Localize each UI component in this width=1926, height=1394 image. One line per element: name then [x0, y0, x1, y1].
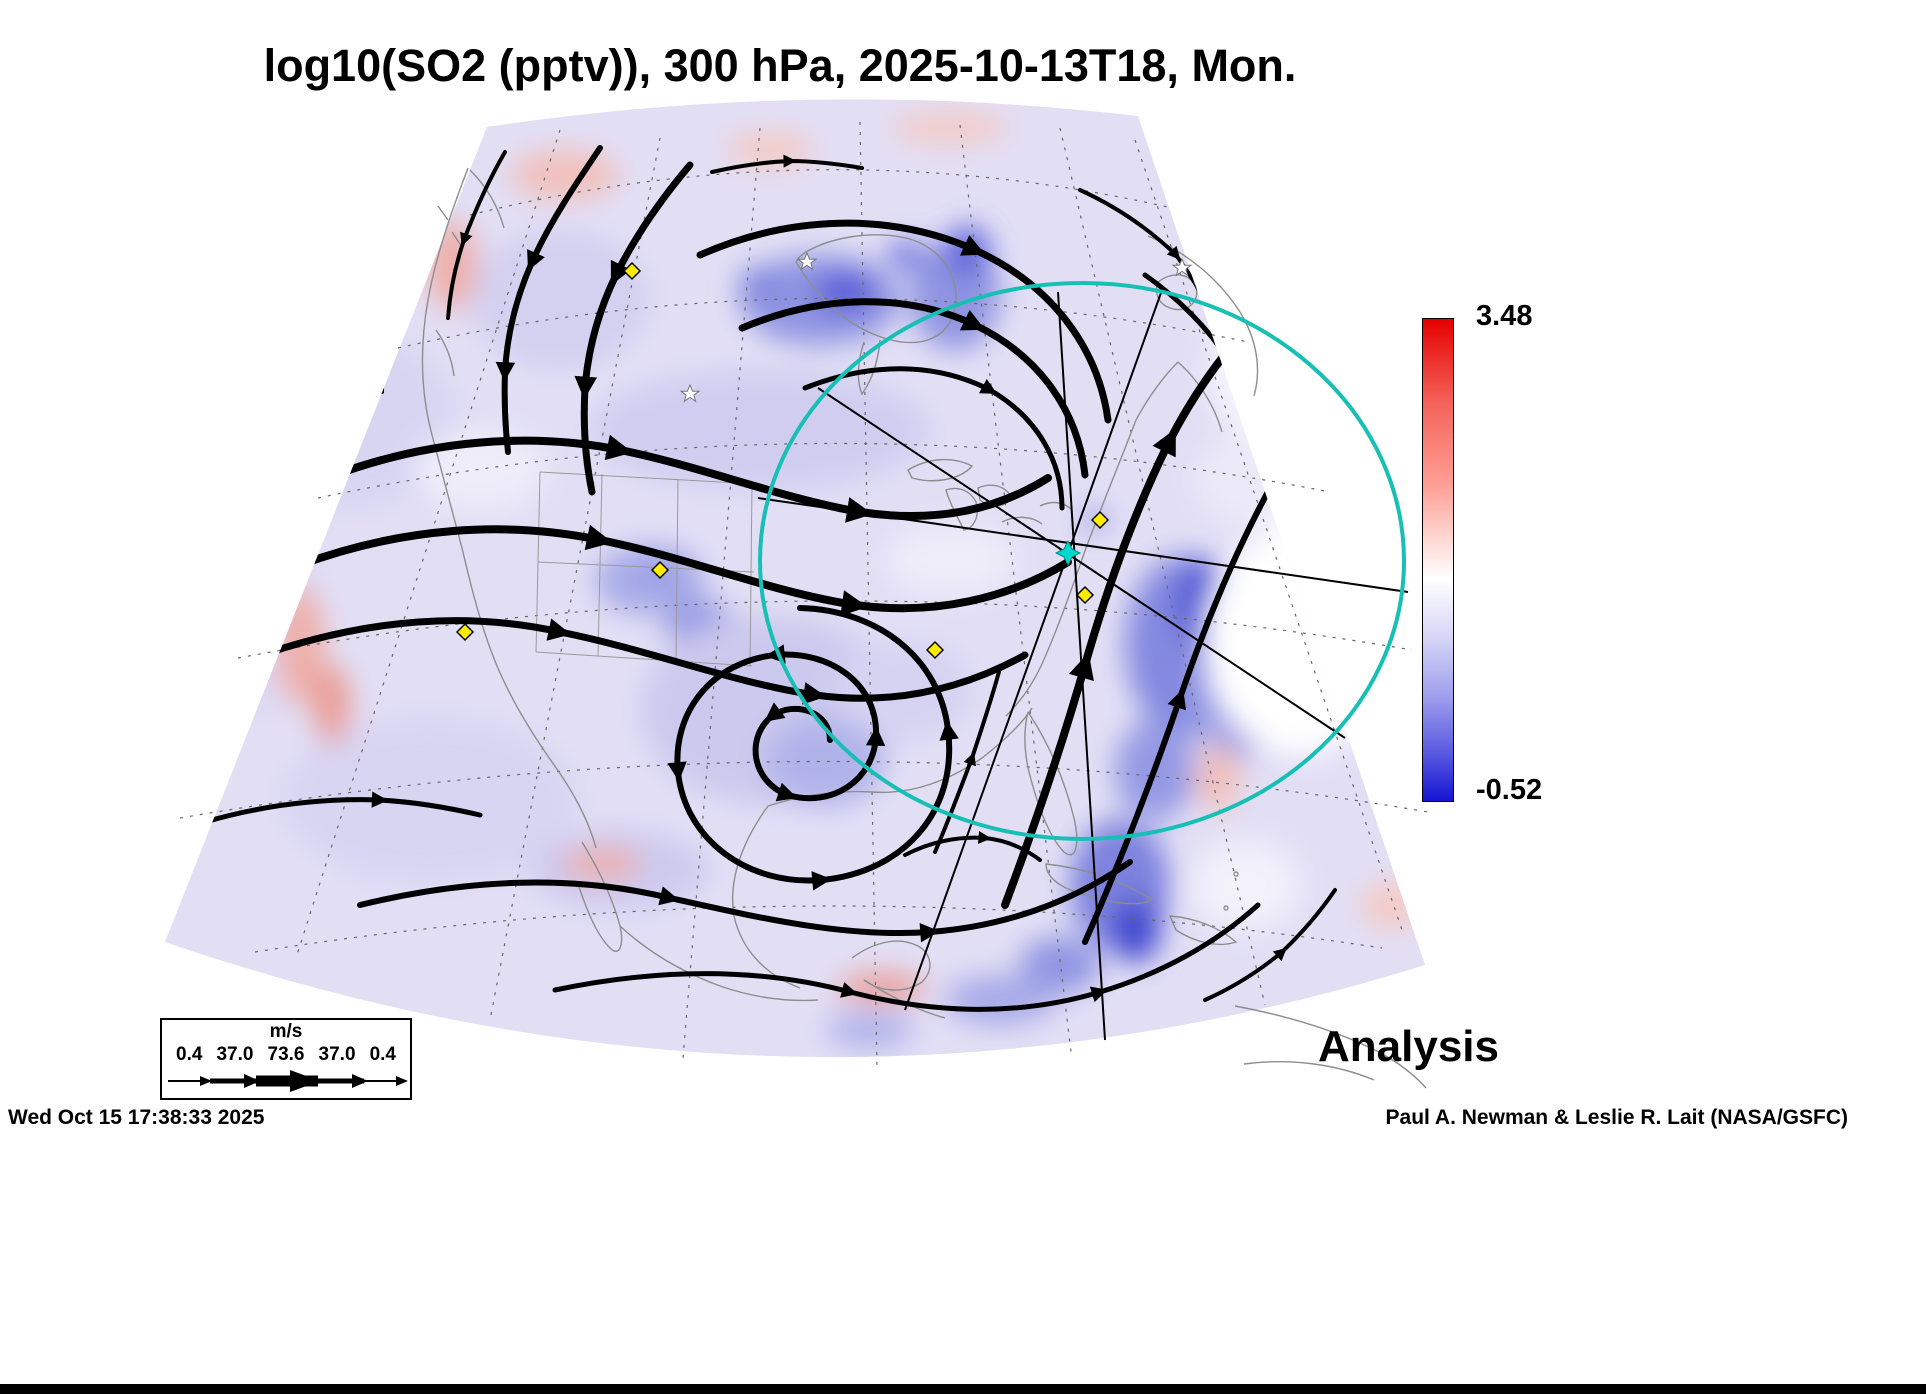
bottom-bar [0, 1384, 1926, 1394]
site-markers [455, 261, 1110, 660]
streamline [446, 150, 507, 320]
streamline [667, 605, 959, 891]
site-marker [1090, 510, 1110, 530]
streamline [331, 434, 1052, 523]
site-marker [925, 640, 945, 660]
wind-speed-legend: m/s 0.4 37.0 73.6 37.0 0.4 [160, 1018, 412, 1100]
city-star-markers [679, 251, 1193, 403]
colorbar-max-label: 3.48 [1476, 300, 1533, 332]
streamline [710, 154, 864, 174]
streamline [552, 902, 1261, 1012]
analysis-label: Analysis [1318, 1022, 1499, 1071]
coastlines [421, 167, 1427, 1089]
streamline [933, 666, 1002, 854]
streamline [296, 524, 1072, 616]
streamline [903, 830, 1042, 862]
plot-title: log10(SO2 (pptv)), 300 hPa, 2025-10-13T1… [263, 40, 1297, 91]
streamline [696, 219, 1112, 424]
wind-scale-arrow [168, 1070, 408, 1092]
streamline [574, 161, 694, 496]
timestamp: Wed Oct 15 17:38:33 2025 [8, 1106, 265, 1129]
wind-legend-units: m/s [269, 1021, 303, 1042]
wind-tick: 0.4 [176, 1044, 203, 1065]
site-marker [622, 261, 642, 281]
colorbar-min-label: -0.52 [1476, 774, 1543, 806]
wind-tick: 37.0 [318, 1044, 356, 1065]
center-star-icon [1054, 539, 1082, 567]
wind-tick: 0.4 [369, 1044, 396, 1065]
credit: Paul A. Newman & Leslie R. Lait (NASA/GS… [1385, 1106, 1848, 1129]
colorbar [1422, 318, 1454, 802]
range-circle [758, 281, 1406, 841]
wind-legend-ticks: 0.4 37.0 73.6 37.0 0.4 [162, 1044, 410, 1066]
streamline [1203, 888, 1337, 1002]
so2-field [165, 99, 1425, 1058]
site-marker [650, 560, 670, 580]
streamline [738, 298, 1089, 479]
site-marker [455, 622, 475, 642]
wind-tick: 37.0 [216, 1044, 254, 1065]
wind-tick: 73.6 [267, 1044, 305, 1065]
streamline [802, 366, 1065, 511]
site-marker [1075, 585, 1095, 605]
streamline [202, 791, 483, 825]
streamline [495, 145, 603, 455]
cross-section-lines [757, 289, 1409, 1041]
streamline [357, 859, 1133, 943]
